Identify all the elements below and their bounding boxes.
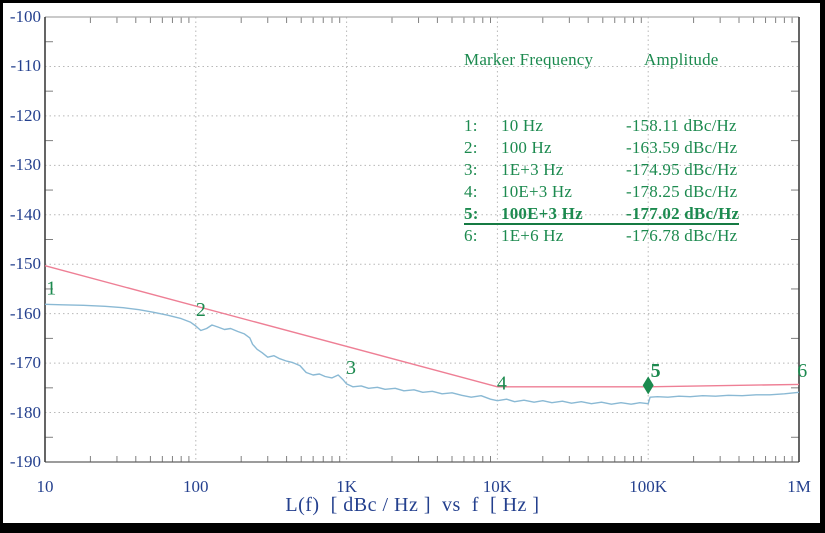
frame-border-left [0, 0, 3, 533]
marker-table-row[interactable]: 5: 100E+3 Hz -177.02 dBc/Hz [464, 203, 740, 225]
amplitude-column-header: Amplitude [644, 50, 719, 69]
marker-diamond-icon[interactable] [642, 376, 654, 395]
marker-frequency: 100 Hz [501, 138, 552, 157]
marker-amplitude: -163.59 dBc/Hz [626, 138, 738, 157]
marker-num: 3: [464, 160, 478, 179]
x-tick-label: 10K [482, 477, 513, 496]
marker-table-row[interactable]: 6: 1E+6 Hz -176.78 dBc/Hz [464, 225, 739, 247]
marker-frequency: 10E+3 Hz [501, 182, 573, 201]
plot-marker-label: 3 [346, 357, 356, 379]
y-tick-label: -150 [9, 254, 41, 274]
marker-frequency: 100E+3 Hz [501, 203, 626, 225]
marker-table-row[interactable]: 3: 1E+3 Hz -174.95 dBc/Hz [464, 159, 739, 181]
marker-table: Marker Frequency Amplitude 1: 10 Hz -158.1… [464, 5, 740, 291]
y-tick-label: -100 [9, 7, 41, 26]
x-tick-label: 100K [629, 477, 668, 496]
frame-border-top [0, 0, 825, 3]
marker-table-row[interactable]: 2: 100 Hz -163.59 dBc/Hz [464, 137, 739, 159]
frame-border-right [820, 0, 825, 533]
chart-title: L(f) [ dBc / Hz ] vs f [ Hz ] [285, 494, 540, 516]
plot-marker-label: 4 [497, 372, 507, 394]
y-tick-label: -170 [9, 353, 41, 373]
marker-num: 4: [464, 182, 478, 201]
frame-border-bottom [0, 523, 825, 533]
x-tick-label: 100 [183, 477, 209, 496]
x-tick-label: 1K [336, 477, 357, 496]
marker-num: 2: [464, 138, 478, 157]
marker-table-row[interactable]: 4: 10E+3 Hz -178.25 dBc/Hz [464, 181, 739, 203]
y-tick-label: -180 [9, 402, 41, 422]
y-tick-label: -120 [9, 105, 41, 125]
marker-frequency: 10 Hz [501, 116, 544, 135]
y-tick-label: -160 [9, 303, 41, 323]
marker-num: 1: [464, 116, 478, 135]
marker-amplitude: -177.02 dBc/Hz [626, 204, 740, 225]
marker-amplitude: -178.25 dBc/Hz [626, 182, 738, 201]
plot-marker-label: 1 [46, 277, 56, 299]
marker-amplitude: -174.95 dBc/Hz [626, 160, 738, 179]
marker-frequency: 1E+3 Hz [501, 160, 564, 179]
marker-rows: 1: 10 Hz -158.11 dBc/Hz 2: 100 Hz -163.59 dBc… [464, 115, 740, 247]
plot-marker-label: 6 [797, 360, 807, 382]
marker-table-header: Marker Frequency Amplitude [464, 49, 739, 71]
marker-num: 5: [464, 203, 501, 225]
marker-frequency-column-header: Marker Frequency [464, 50, 594, 69]
y-tick-label: -110 [10, 56, 41, 76]
marker-num: 6: [464, 226, 478, 245]
marker-frequency: 1E+6 Hz [501, 226, 564, 245]
y-tick-label: -190 [9, 452, 41, 471]
plot-marker-label: 2 [196, 299, 206, 321]
spec-line-trace [44, 265, 800, 388]
marker-table-row[interactable]: 1: 10 Hz -158.11 dBc/Hz [464, 115, 739, 137]
marker-amplitude: -158.11 dBc/Hz [626, 116, 737, 135]
plot-marker-label: 5 [651, 360, 661, 382]
x-tick-label: 1M [787, 477, 811, 496]
y-tick-label: -130 [9, 155, 41, 175]
x-tick-label: 10 [36, 477, 54, 496]
y-tick-label: -140 [9, 204, 41, 224]
marker-amplitude: -176.78 dBc/Hz [626, 226, 738, 245]
measured-trace [44, 303, 800, 405]
